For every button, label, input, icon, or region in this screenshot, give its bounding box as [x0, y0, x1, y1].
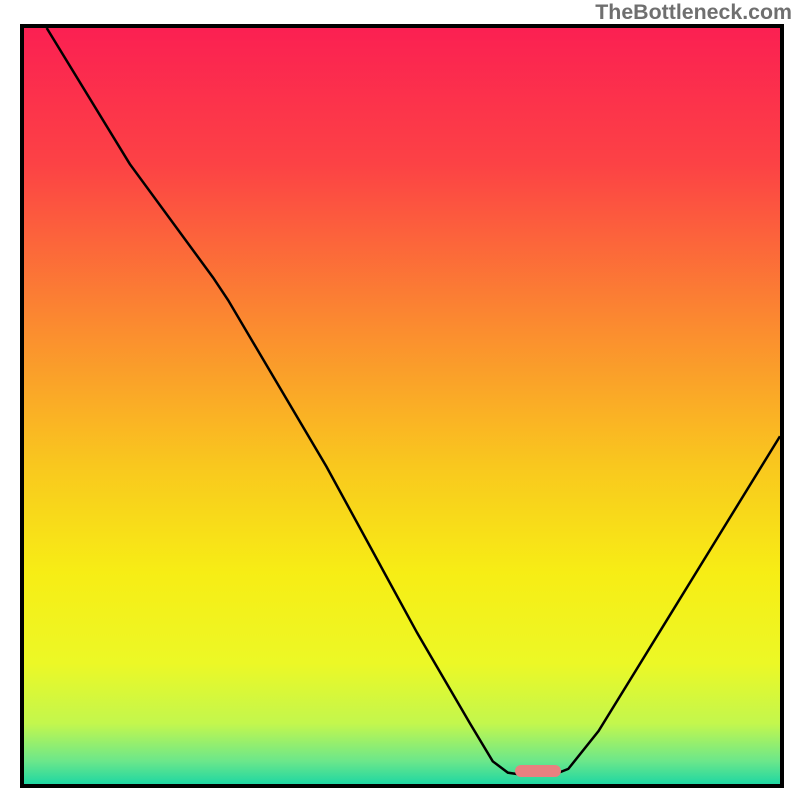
curve-layer [24, 28, 780, 784]
optimum-marker [515, 765, 560, 777]
plot-area [20, 24, 784, 788]
chart-container: TheBottleneck.com [0, 0, 800, 800]
watermark-text: TheBottleneck.com [595, 0, 792, 25]
bottleneck-curve [47, 28, 780, 775]
